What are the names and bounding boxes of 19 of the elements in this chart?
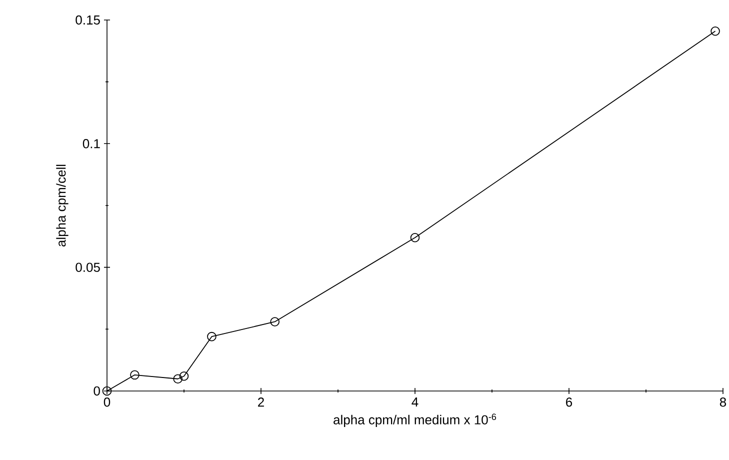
y-axis-title: alpha cpm/cell: [56, 164, 68, 246]
x-tick-label: 4: [412, 398, 418, 406]
x-tick-label: 0: [104, 398, 110, 407]
point: [270, 317, 280, 326]
y-tick-label: 0.1: [82, 139, 100, 148]
y-tick-label: 0.15: [76, 15, 100, 25]
point: [410, 232, 420, 242]
point: [179, 372, 189, 381]
y-tick-label: 0: [94, 386, 100, 396]
y-tick-label: 0.05: [76, 262, 100, 272]
point: [173, 374, 182, 384]
point: [207, 332, 216, 342]
x-tick-label: 8: [720, 398, 726, 407]
point: [102, 386, 112, 396]
x-axis-title: alpha cpm/ml medium x 10$^{-6}$: [334, 414, 496, 427]
point: [710, 26, 720, 36]
x-tick-label: 2: [258, 398, 264, 407]
point: [130, 370, 140, 380]
x-tick-label: 6: [566, 398, 572, 407]
